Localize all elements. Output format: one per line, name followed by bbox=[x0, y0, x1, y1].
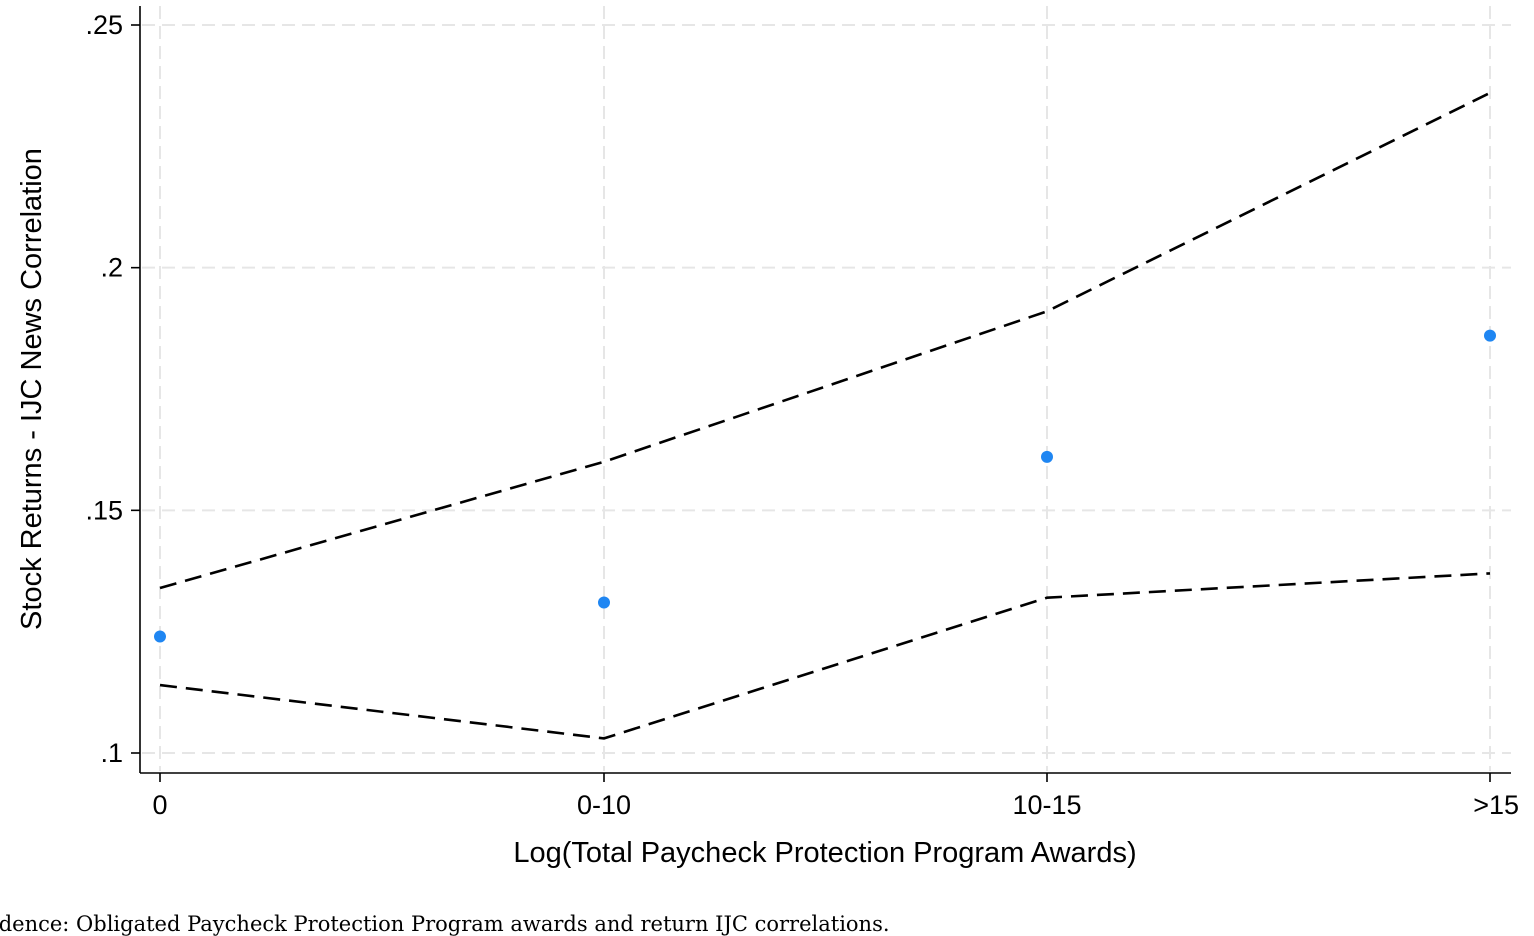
y-tick-label: .15 bbox=[85, 495, 123, 525]
axes bbox=[139, 6, 1511, 774]
lower-ci-line bbox=[159, 572, 1491, 740]
x-tick-label: 10-15 bbox=[1012, 790, 1081, 820]
y-axis-title: Stock Returns - IJC News Correlation bbox=[16, 148, 48, 630]
x-tick-label: >15 bbox=[1473, 790, 1519, 820]
gridlines bbox=[142, 6, 1511, 771]
figure-caption: idence: Obligated Paycheck Protection Pr… bbox=[0, 912, 890, 936]
y-tick-label: .1 bbox=[100, 738, 123, 768]
upper-ci-line bbox=[159, 91, 1491, 590]
chart: .1 .15 .2 .25 0 0-10 10-15 >15 Log(Total Payche… bbox=[16, 6, 1519, 869]
chart-area: .1 .15 .2 .25 0 0-10 10-15 >15 Log(Total Payche… bbox=[16, 6, 1519, 869]
series bbox=[154, 91, 1496, 740]
data-point bbox=[598, 596, 610, 609]
data-point bbox=[1484, 329, 1496, 342]
y-tick-label: .25 bbox=[85, 10, 123, 40]
y-tick-label: .2 bbox=[100, 253, 123, 283]
x-tick-label: 0-10 bbox=[577, 790, 631, 820]
ticks: .1 .15 .2 .25 0 0-10 10-15 >15 bbox=[85, 10, 1519, 820]
data-point bbox=[1041, 450, 1053, 463]
x-axis-title: Log(Total Paycheck Protection Program Aw… bbox=[513, 837, 1136, 869]
data-point bbox=[154, 630, 166, 643]
x-tick-label: 0 bbox=[152, 790, 167, 820]
